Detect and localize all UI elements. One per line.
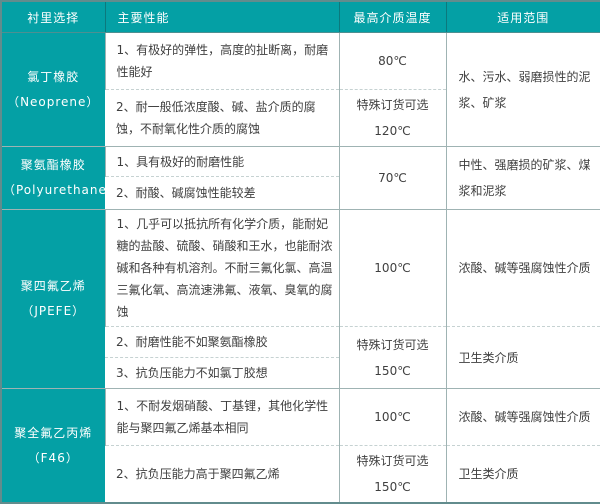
performance-cell: 1、有极好的弹性，高度的扯断离，耐磨性能好 xyxy=(104,32,339,90)
application-cell: 水、污水、弱磨损性的泥浆、矿浆 xyxy=(445,32,600,147)
table-row: 2、耐一般低浓度酸、碱、盐介质的腐蚀，不耐氧化性介质的腐蚀 特殊订货可选 120… xyxy=(1,89,600,147)
material-name: 聚氨酯橡胶 xyxy=(20,158,86,172)
application-cell: 卫生类介质 xyxy=(445,445,600,503)
application-cell: 中性、强磨损的矿浆、煤浆和泥浆 xyxy=(445,146,600,210)
temperature-cell: 特殊订货可选 150℃ xyxy=(338,326,446,389)
performance-cell: 1、几乎可以抵抗所有化学介质，能耐妃糖的盐酸、硫酸、硝酸和王水，也能耐浓碱和各种… xyxy=(104,209,339,327)
material-cell: 氯丁橡胶 （Neoprene） xyxy=(1,32,105,147)
material-en-name: （JPEFE） xyxy=(21,304,86,318)
performance-cell: 1、不耐发烟硝酸、丁基锂，其他化学性能与聚四氟乙烯基本相同 xyxy=(104,388,339,446)
performance-cell: 2、耐磨性能不如聚氨酯橡胶 xyxy=(105,326,339,358)
col-header-lining: 衬里选择 xyxy=(1,1,105,33)
material-en-name: （Polyurethane） xyxy=(3,183,120,197)
header-row: 衬里选择 主要性能 最高介质温度 适用范围 xyxy=(1,1,600,33)
application-cell: 卫生类介质 xyxy=(445,326,600,389)
application-cell: 浓酸、碱等强腐蚀性介质 xyxy=(445,209,600,327)
table-row: 2、耐磨性能不如聚氨酯橡胶 特殊订货可选 150℃ 卫生类介质 xyxy=(1,326,600,389)
temperature-cell: 80℃ xyxy=(338,32,446,90)
col-header-max-temp: 最高介质温度 xyxy=(338,1,446,33)
temperature-cell: 特殊订货可选 150℃ xyxy=(338,445,446,503)
col-header-application: 适用范围 xyxy=(445,1,600,33)
temperature-cell: 100℃ xyxy=(338,388,446,446)
table-row: 2、耐酸、碱腐蚀性能较差 xyxy=(1,176,600,210)
table-row: 聚全氟乙丙烯 （F46） 1、不耐发烟硝酸、丁基锂，其他化学性能与聚四氟乙烯基本… xyxy=(1,388,600,503)
performance-cell: 2、耐一般低浓度酸、碱、盐介质的腐蚀，不耐氧化性介质的腐蚀 xyxy=(105,89,339,147)
performance-cell: 1、具有极好的耐磨性能 xyxy=(104,146,339,177)
performance-cell: 2、耐酸、碱腐蚀性能较差 xyxy=(105,176,339,210)
material-name: 氯丁橡胶 xyxy=(27,69,80,84)
temperature-cell: 特殊订货可选 120℃ xyxy=(338,89,446,147)
temperature-cell: 100℃ xyxy=(338,209,446,327)
material-en-name: （Neoprene） xyxy=(7,94,100,109)
temperature-cell: 70℃ xyxy=(338,146,446,210)
performance-cell: 2、抗负压能力高于聚四氟乙烯 xyxy=(105,445,339,503)
application-cell: 浓酸、碱等强腐蚀性介质 xyxy=(445,388,600,446)
material-en-name: （F46） xyxy=(27,450,79,465)
material-cell: 聚氨酯橡胶 （Polyurethane） xyxy=(1,146,120,210)
table-row: 聚四氟乙烯 （JPEFE） 1、几乎可以抵抗所有化学介质，能耐妃糖的盐酸、硫酸、… xyxy=(1,209,600,389)
material-name: 聚四氟乙烯 xyxy=(20,279,86,293)
material-cell: 聚四氟乙烯 （JPEFE） xyxy=(1,209,105,389)
performance-cell: 3、抗负压能力不如氯丁胶想 xyxy=(105,357,339,389)
table-row: 3、抗负压能力不如氯丁胶想 xyxy=(1,357,600,389)
col-header-performance: 主要性能 xyxy=(104,1,339,33)
table-row: 聚氨酯橡胶 （Polyurethane） 1、具有极好的耐磨性能 70℃ 中性、… xyxy=(1,146,600,210)
material-name: 聚全氟乙丙烯 xyxy=(14,425,93,440)
material-cell: 聚全氟乙丙烯 （F46） xyxy=(1,388,105,503)
table-row: 氯丁橡胶 （Neoprene） 1、有极好的弹性，高度的扯断离，耐磨性能好 80… xyxy=(1,32,600,147)
